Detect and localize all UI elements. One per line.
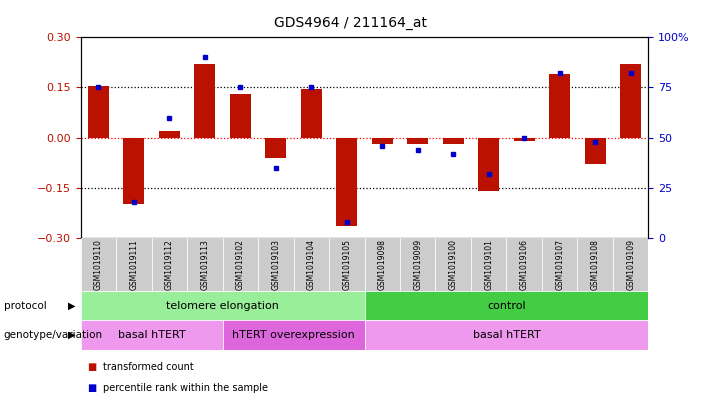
Text: transformed count: transformed count <box>103 362 193 373</box>
Text: ■: ■ <box>88 362 97 373</box>
Text: telomere elongation: telomere elongation <box>166 301 279 310</box>
Bar <box>506 238 542 291</box>
Text: GSM1019109: GSM1019109 <box>626 239 635 290</box>
Text: GSM1019112: GSM1019112 <box>165 239 174 290</box>
Bar <box>549 74 571 138</box>
Bar <box>514 138 535 141</box>
Bar <box>365 291 648 320</box>
Text: ▶: ▶ <box>69 301 76 310</box>
Text: GDS4964 / 211164_at: GDS4964 / 211164_at <box>274 16 427 30</box>
Bar <box>81 291 365 320</box>
Bar <box>578 238 613 291</box>
Bar <box>258 238 294 291</box>
Text: GSM1019110: GSM1019110 <box>94 239 103 290</box>
Bar <box>81 320 223 350</box>
Text: percentile rank within the sample: percentile rank within the sample <box>103 383 268 393</box>
Text: control: control <box>487 301 526 310</box>
Bar <box>223 238 258 291</box>
Bar <box>542 238 578 291</box>
Text: GSM1019103: GSM1019103 <box>271 239 280 290</box>
Bar <box>400 238 435 291</box>
Bar <box>158 131 180 138</box>
Text: GSM1019098: GSM1019098 <box>378 239 387 290</box>
Bar <box>301 89 322 138</box>
Text: basal hTERT: basal hTERT <box>472 330 540 340</box>
Text: genotype/variation: genotype/variation <box>4 330 102 340</box>
Bar <box>471 238 507 291</box>
Bar <box>294 238 329 291</box>
Text: protocol: protocol <box>4 301 46 310</box>
Text: GSM1019108: GSM1019108 <box>591 239 599 290</box>
Bar <box>151 238 187 291</box>
Bar <box>372 138 393 144</box>
Bar <box>116 238 151 291</box>
Bar <box>194 64 215 138</box>
Bar <box>123 138 144 204</box>
Bar <box>365 238 400 291</box>
Bar <box>620 64 641 138</box>
Bar <box>187 238 223 291</box>
Text: hTERT overexpression: hTERT overexpression <box>232 330 355 340</box>
Bar <box>478 138 499 191</box>
Text: ■: ■ <box>88 383 97 393</box>
Bar <box>329 238 365 291</box>
Text: GSM1019102: GSM1019102 <box>236 239 245 290</box>
Bar <box>435 238 471 291</box>
Bar <box>442 138 464 144</box>
Bar <box>230 94 251 138</box>
Text: GSM1019106: GSM1019106 <box>519 239 529 290</box>
Text: GSM1019100: GSM1019100 <box>449 239 458 290</box>
Bar <box>81 238 116 291</box>
Bar <box>88 86 109 138</box>
Text: GSM1019099: GSM1019099 <box>414 239 422 290</box>
Bar <box>365 320 648 350</box>
Bar <box>585 138 606 164</box>
Text: ▶: ▶ <box>69 330 76 340</box>
Bar <box>336 138 358 226</box>
Text: GSM1019101: GSM1019101 <box>484 239 494 290</box>
Text: GSM1019105: GSM1019105 <box>342 239 351 290</box>
Bar <box>407 138 428 143</box>
Text: GSM1019107: GSM1019107 <box>555 239 564 290</box>
Bar <box>265 138 287 158</box>
Text: GSM1019104: GSM1019104 <box>307 239 315 290</box>
Bar <box>223 320 365 350</box>
Text: basal hTERT: basal hTERT <box>118 330 186 340</box>
Bar <box>613 238 648 291</box>
Text: GSM1019111: GSM1019111 <box>130 239 138 290</box>
Text: GSM1019113: GSM1019113 <box>200 239 210 290</box>
